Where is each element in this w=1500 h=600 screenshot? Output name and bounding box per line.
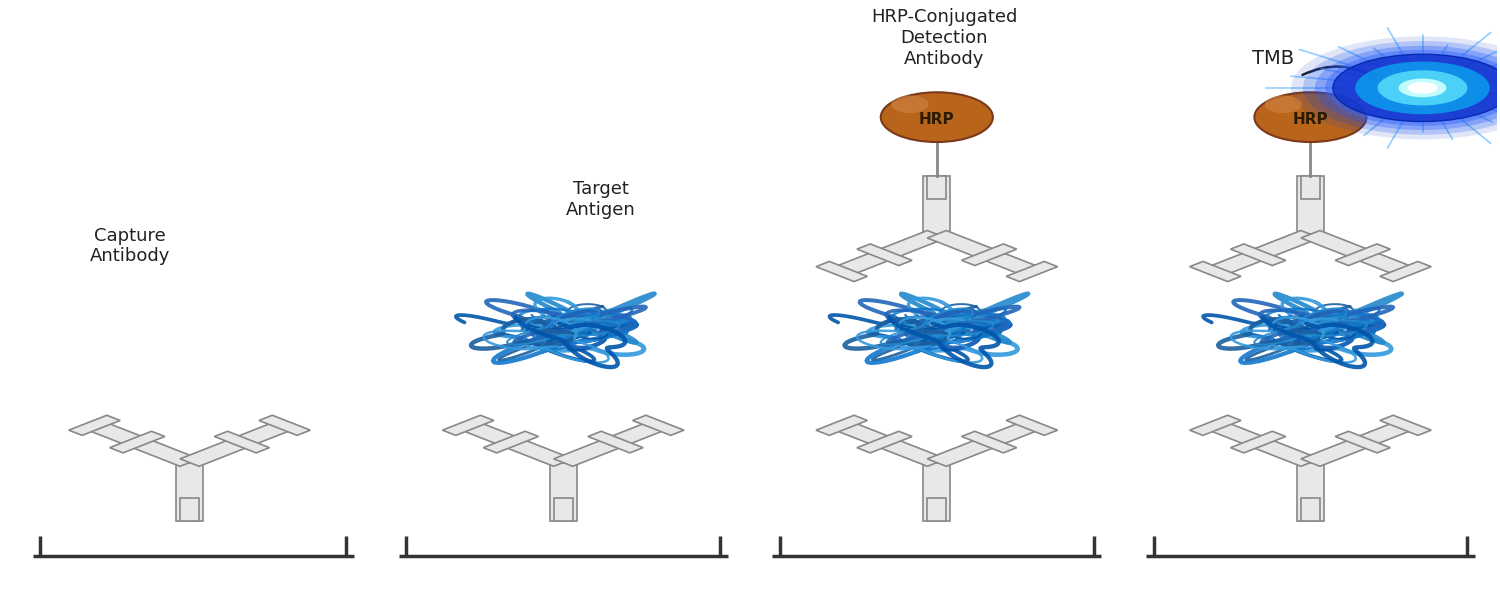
Polygon shape [1007,415,1058,436]
Polygon shape [1298,176,1324,234]
Text: HRP: HRP [1293,112,1328,127]
Polygon shape [633,415,684,436]
Polygon shape [833,422,946,466]
Polygon shape [1206,422,1320,466]
Polygon shape [924,463,951,521]
Polygon shape [1380,415,1431,436]
Circle shape [1356,62,1490,114]
Polygon shape [86,422,200,466]
Ellipse shape [1264,95,1302,113]
Polygon shape [816,262,867,281]
Ellipse shape [1254,92,1366,142]
Polygon shape [1300,422,1414,466]
Text: HRP: HRP [920,112,954,127]
Polygon shape [927,498,946,521]
Polygon shape [442,415,494,436]
Circle shape [1316,46,1500,130]
Polygon shape [924,176,951,234]
Polygon shape [549,463,576,521]
Ellipse shape [891,95,928,113]
Circle shape [1398,79,1446,97]
Polygon shape [214,431,270,453]
Circle shape [1326,50,1500,126]
Text: TMB: TMB [1252,49,1294,68]
Polygon shape [459,422,573,466]
Text: HRP-Conjugated
Detection
Antibody: HRP-Conjugated Detection Antibody [871,8,1017,68]
Circle shape [1407,82,1437,94]
Polygon shape [1190,262,1240,281]
Polygon shape [1300,498,1320,521]
Polygon shape [1190,415,1240,436]
Polygon shape [1300,230,1414,275]
Polygon shape [554,422,668,466]
Polygon shape [1335,244,1390,266]
Polygon shape [180,498,200,521]
Polygon shape [260,415,310,436]
Polygon shape [176,463,202,521]
Polygon shape [1230,431,1286,453]
Polygon shape [1230,244,1286,266]
Ellipse shape [880,92,993,142]
Polygon shape [962,244,1017,266]
Polygon shape [816,415,867,436]
Polygon shape [588,431,644,453]
Polygon shape [69,415,120,436]
Polygon shape [483,431,538,453]
Polygon shape [1206,230,1320,275]
Polygon shape [1298,463,1324,521]
Polygon shape [856,244,912,266]
Circle shape [1377,70,1467,106]
Polygon shape [1380,262,1431,281]
Circle shape [1292,37,1500,139]
Polygon shape [927,230,1041,275]
Text: Target
Antigen: Target Antigen [566,180,636,218]
Polygon shape [1335,431,1390,453]
Polygon shape [856,431,912,453]
Circle shape [1304,41,1500,135]
Polygon shape [927,422,1041,466]
Ellipse shape [1334,54,1500,122]
Polygon shape [833,230,946,275]
Polygon shape [554,498,573,521]
Polygon shape [1300,176,1320,199]
Text: Capture
Antibody: Capture Antibody [90,227,170,265]
Polygon shape [927,176,946,199]
Polygon shape [1007,262,1058,281]
Polygon shape [180,422,294,466]
Polygon shape [110,431,165,453]
Polygon shape [962,431,1017,453]
